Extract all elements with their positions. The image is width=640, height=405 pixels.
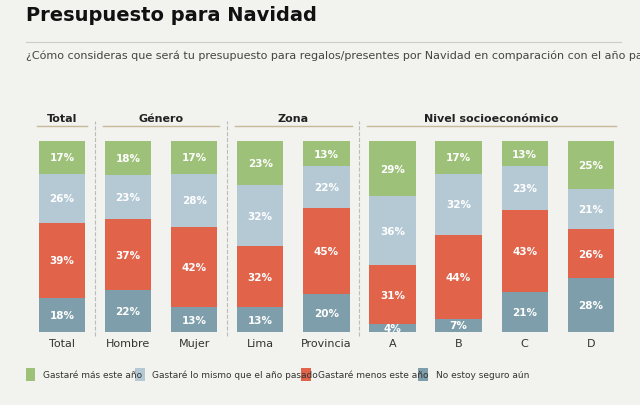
Text: 32%: 32% xyxy=(446,200,471,209)
Text: 23%: 23% xyxy=(116,193,141,203)
Text: 44%: 44% xyxy=(446,272,471,282)
Text: 23%: 23% xyxy=(248,159,273,168)
Text: 36%: 36% xyxy=(380,226,405,236)
Text: 42%: 42% xyxy=(182,262,207,273)
Text: 13%: 13% xyxy=(512,149,537,159)
Bar xyxy=(237,246,284,307)
Text: Género: Género xyxy=(139,113,184,124)
Text: 45%: 45% xyxy=(314,246,339,256)
Bar xyxy=(303,209,349,294)
Bar xyxy=(105,142,151,176)
Bar xyxy=(39,142,85,174)
Text: 43%: 43% xyxy=(512,246,538,256)
Bar xyxy=(39,224,85,298)
Bar xyxy=(369,142,415,197)
Text: 29%: 29% xyxy=(380,164,405,174)
Bar xyxy=(369,266,415,324)
Text: 18%: 18% xyxy=(116,154,141,164)
Bar xyxy=(435,319,482,332)
Text: 13%: 13% xyxy=(248,315,273,325)
Bar xyxy=(303,166,349,209)
Text: 23%: 23% xyxy=(512,183,537,193)
Text: 28%: 28% xyxy=(579,301,604,311)
Text: Lima: Lima xyxy=(247,338,274,348)
Bar xyxy=(502,142,548,166)
Text: A: A xyxy=(388,338,396,348)
Text: Mujer: Mujer xyxy=(179,338,210,348)
Text: 32%: 32% xyxy=(248,272,273,282)
Bar xyxy=(105,220,151,290)
Bar xyxy=(237,185,284,246)
Text: 13%: 13% xyxy=(182,315,207,325)
Text: 13%: 13% xyxy=(314,149,339,159)
Text: 4%: 4% xyxy=(383,323,401,333)
Text: 7%: 7% xyxy=(450,320,468,330)
Bar xyxy=(369,324,415,332)
Bar xyxy=(303,294,349,332)
Text: 18%: 18% xyxy=(49,310,74,320)
Bar xyxy=(568,190,614,229)
Text: 22%: 22% xyxy=(314,182,339,192)
Text: 26%: 26% xyxy=(579,249,604,259)
Text: C: C xyxy=(521,338,529,348)
Bar xyxy=(39,298,85,332)
Bar xyxy=(105,290,151,332)
Text: Hombre: Hombre xyxy=(106,338,150,348)
Text: Presupuesto para Navidad: Presupuesto para Navidad xyxy=(26,6,316,25)
Text: 17%: 17% xyxy=(49,153,74,163)
Text: 39%: 39% xyxy=(49,256,74,266)
Text: D: D xyxy=(587,338,595,348)
Text: Nivel socioeconómico: Nivel socioeconómico xyxy=(424,113,559,124)
Text: 37%: 37% xyxy=(115,250,141,260)
Text: Gastaré más este año: Gastaré más este año xyxy=(43,370,142,379)
Bar xyxy=(105,176,151,220)
Text: 31%: 31% xyxy=(380,290,405,300)
Text: Total: Total xyxy=(47,113,77,124)
Bar xyxy=(568,142,614,190)
Text: Total: Total xyxy=(49,338,75,348)
Text: 28%: 28% xyxy=(182,196,207,206)
Text: Provincia: Provincia xyxy=(301,338,352,348)
Text: 20%: 20% xyxy=(314,308,339,318)
Text: B: B xyxy=(455,338,463,348)
Bar xyxy=(502,166,548,210)
Bar xyxy=(435,235,482,319)
Text: 32%: 32% xyxy=(248,211,273,221)
Text: 22%: 22% xyxy=(116,306,141,316)
Bar xyxy=(502,292,548,332)
Text: Zona: Zona xyxy=(278,113,309,124)
Text: 26%: 26% xyxy=(49,194,74,204)
Bar xyxy=(568,279,614,332)
Bar xyxy=(303,142,349,166)
Bar xyxy=(171,142,218,174)
Bar xyxy=(369,197,415,266)
Bar xyxy=(435,142,482,174)
Bar xyxy=(171,228,218,307)
Text: 21%: 21% xyxy=(512,307,537,317)
Text: 21%: 21% xyxy=(579,205,604,214)
Text: No estoy seguro aún: No estoy seguro aún xyxy=(436,370,529,379)
Text: Gastaré menos este año: Gastaré menos este año xyxy=(318,370,429,379)
Text: 17%: 17% xyxy=(182,153,207,163)
Bar xyxy=(237,142,284,185)
Text: Gastaré lo mismo que el año pasado: Gastaré lo mismo que el año pasado xyxy=(152,370,318,379)
Text: ¿Cómo consideras que será tu presupuesto para regalos/presentes por Navidad en c: ¿Cómo consideras que será tu presupuesto… xyxy=(26,51,640,61)
Bar xyxy=(171,174,218,228)
Bar xyxy=(237,307,284,332)
Bar xyxy=(568,229,614,279)
Bar xyxy=(39,174,85,224)
Bar xyxy=(502,210,548,292)
Bar xyxy=(171,307,218,332)
Text: 17%: 17% xyxy=(446,153,471,163)
Text: 25%: 25% xyxy=(579,160,604,171)
Bar xyxy=(435,174,482,235)
